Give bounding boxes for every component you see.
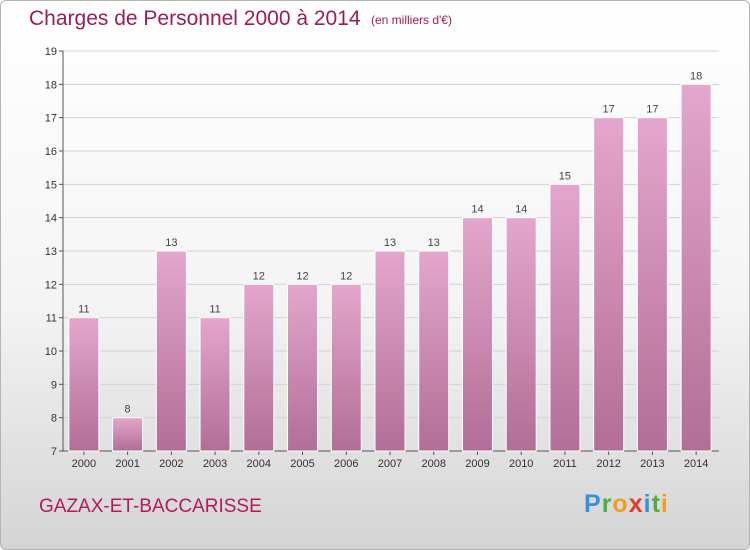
bar xyxy=(549,183,581,452)
data-label: 12 xyxy=(340,270,352,282)
data-label: 13 xyxy=(384,237,396,249)
y-tick-label: 18 xyxy=(45,79,57,91)
x-tick-label: 2005 xyxy=(290,458,314,470)
x-tick-label: 2000 xyxy=(72,458,96,470)
x-tick-label: 2012 xyxy=(596,458,620,470)
x-tick-label: 2003 xyxy=(203,458,227,470)
x-tick-label: 2006 xyxy=(334,458,358,470)
bar xyxy=(374,250,406,452)
y-tick-label: 15 xyxy=(45,179,57,191)
logo-letter: r xyxy=(601,490,613,518)
bar xyxy=(593,117,625,452)
x-tick-label: 2014 xyxy=(684,458,708,470)
bar xyxy=(68,317,100,452)
y-tick-label: 14 xyxy=(45,213,57,225)
labels: 11 8 13 11 12 12 12 13 13 14 14 15 17 17 18 xyxy=(78,70,702,415)
bars xyxy=(68,83,712,452)
data-label: 13 xyxy=(428,237,440,249)
x-tick-label: 2001 xyxy=(115,458,139,470)
x-tick-label: 2002 xyxy=(159,458,183,470)
y-tick-label: 17 xyxy=(45,113,57,125)
data-label: 14 xyxy=(471,204,483,216)
y-tick-label: 9 xyxy=(51,379,57,391)
bar xyxy=(243,283,275,452)
chart-title: Charges de Personnel 2000 à 2014 xyxy=(29,7,361,30)
y-tick-label: 16 xyxy=(45,146,57,158)
data-label: 15 xyxy=(559,170,571,182)
data-label: 14 xyxy=(515,204,527,216)
data-label: 8 xyxy=(125,404,131,416)
data-label: 13 xyxy=(165,237,177,249)
logo-letter: i xyxy=(643,490,652,518)
logo-letter: P xyxy=(584,490,602,518)
x-tick-label: 2010 xyxy=(509,458,533,470)
y-tick-label: 8 xyxy=(51,413,57,425)
bar xyxy=(330,283,362,452)
bar xyxy=(155,250,187,452)
x-tick-label: 2011 xyxy=(553,458,577,470)
data-label: 12 xyxy=(253,270,265,282)
bar xyxy=(418,250,450,452)
logo-letter: x xyxy=(628,490,644,518)
data-label: 17 xyxy=(603,104,615,116)
y-tick-label: 13 xyxy=(45,246,57,258)
y-tick-label: 12 xyxy=(45,279,57,291)
logo-letter: o xyxy=(612,490,629,518)
x-tick-label: 2004 xyxy=(247,458,271,470)
bar xyxy=(287,283,319,452)
x-tick-label: 2013 xyxy=(640,458,664,470)
data-label: 18 xyxy=(690,70,702,82)
y-tick-label: 7 xyxy=(51,446,57,458)
y-tick-label: 10 xyxy=(45,346,57,358)
bar xyxy=(680,83,712,452)
bar xyxy=(112,417,144,452)
y-tick-label: 11 xyxy=(46,313,57,325)
bar xyxy=(199,317,231,452)
x-tick-label: 2009 xyxy=(465,458,489,470)
data-label: 11 xyxy=(78,304,89,316)
chart-subtitle: (en milliers d'€) xyxy=(371,13,452,27)
bar xyxy=(505,217,537,452)
x-tick-label: 2008 xyxy=(421,458,445,470)
bar xyxy=(461,217,493,452)
logo-letter: i xyxy=(660,490,669,518)
data-label: 11 xyxy=(209,304,220,316)
data-label: 17 xyxy=(646,104,658,116)
proxiti-logo[interactable]: Proxiti xyxy=(584,490,669,519)
data-label: 12 xyxy=(296,270,308,282)
y-tick-label: 19 xyxy=(45,46,57,58)
town-name: GAZAX-ET-BACCARISSE xyxy=(39,496,262,517)
bar xyxy=(636,117,668,452)
logo-letter: t xyxy=(651,490,661,518)
x-tick-label: 2007 xyxy=(378,458,402,470)
